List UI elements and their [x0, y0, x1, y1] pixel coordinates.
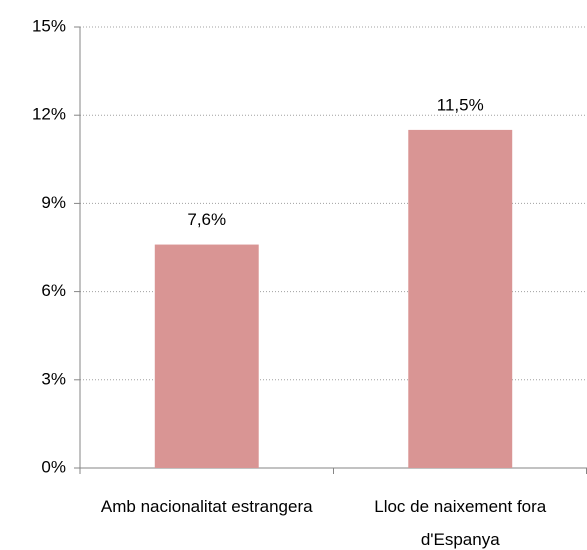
y-tick-label: 0%	[41, 457, 66, 476]
value-label: 7,6%	[187, 210, 226, 229]
x-tick-label: Lloc de naixement fora d'Espanya	[374, 497, 547, 549]
bar	[154, 244, 259, 468]
x-tick-label: Amb nacionalitat estrangera	[100, 497, 313, 516]
y-tick-label: 12%	[32, 105, 66, 124]
y-tick-label: 9%	[41, 193, 66, 212]
y-tick-label: 3%	[41, 369, 66, 388]
y-tick-label: 15%	[32, 16, 66, 35]
bar	[408, 129, 513, 468]
value-label: 11,5%	[437, 95, 484, 114]
y-tick-label: 6%	[41, 281, 66, 300]
